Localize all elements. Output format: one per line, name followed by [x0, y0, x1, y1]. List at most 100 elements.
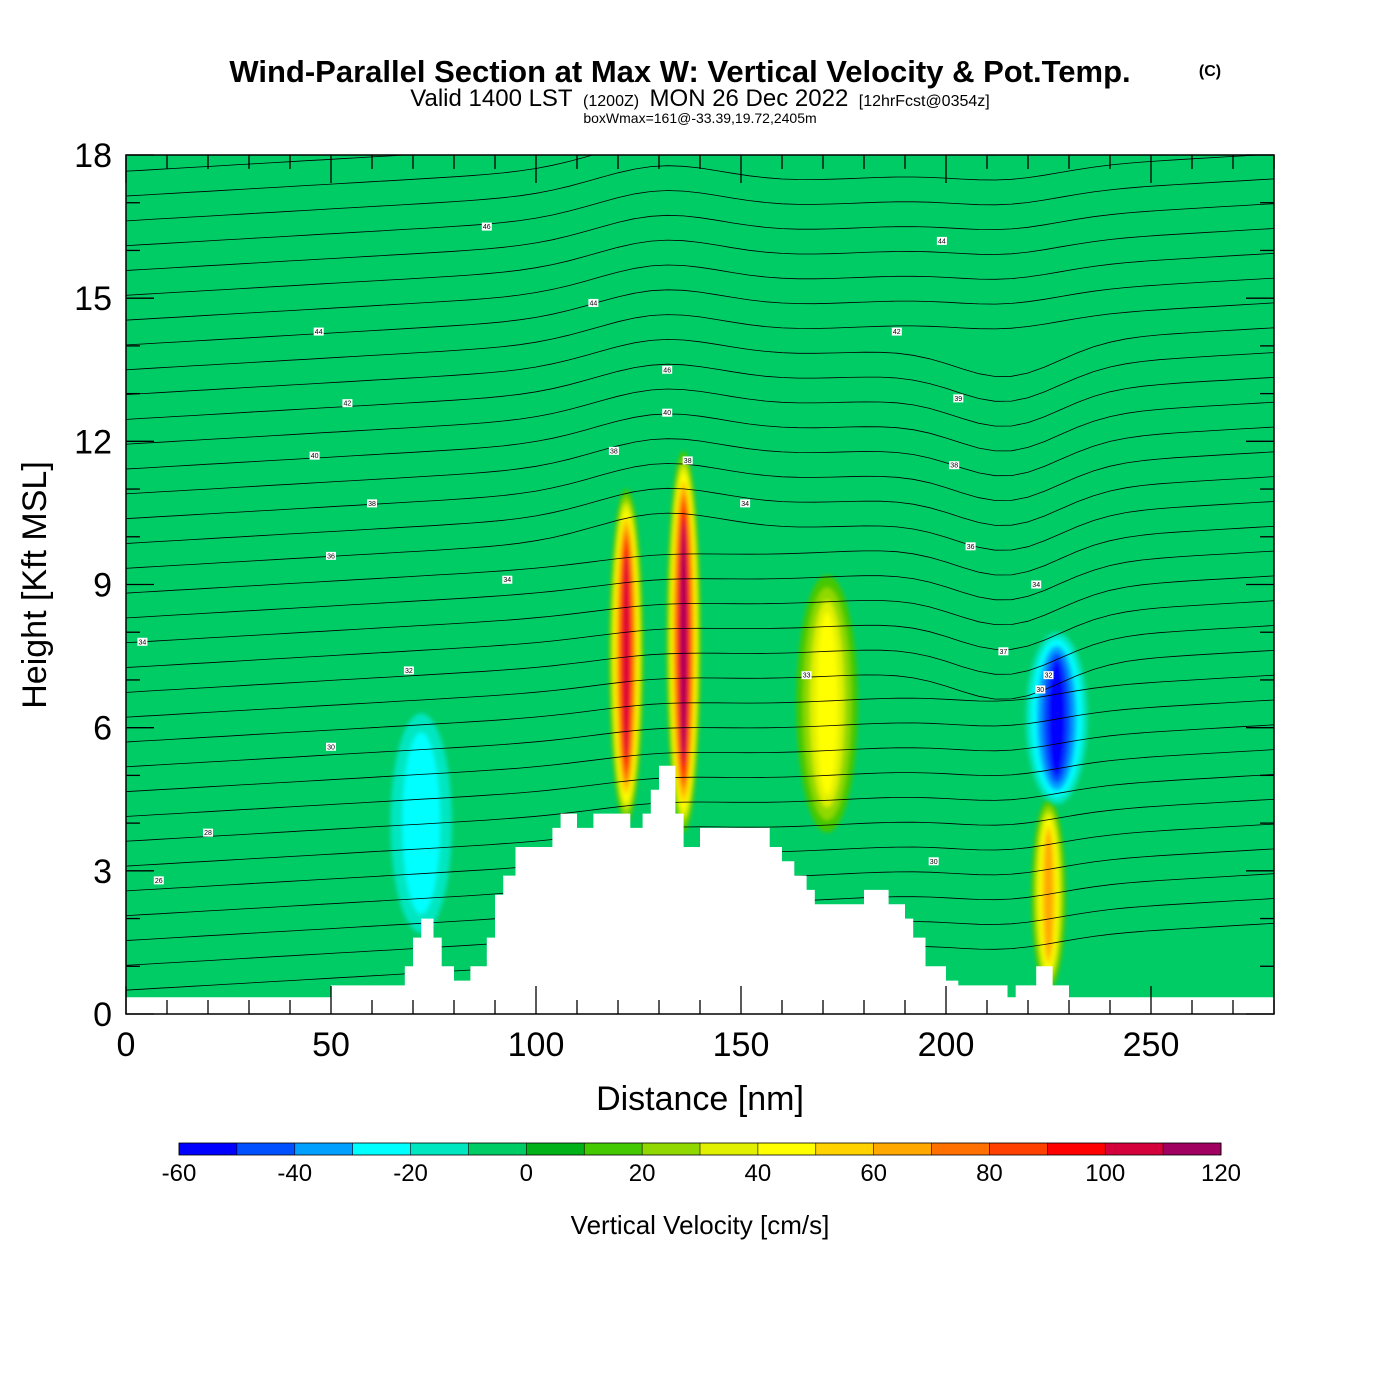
- updraft-core: [666, 450, 701, 833]
- terrain: [126, 765, 1274, 1014]
- valid-time: Valid 1400 LST: [410, 85, 573, 112]
- velocity-band: [623, 552, 629, 760]
- contour-label: 34: [740, 499, 751, 508]
- contour-label-text: 26: [155, 878, 163, 885]
- contour-label-text: 44: [590, 300, 598, 307]
- theta-contour: [126, 451, 1274, 519]
- y-tick-label: 15: [74, 280, 112, 318]
- colorbar-segment: [236, 1143, 296, 1155]
- contour-label-text: 30: [1036, 687, 1044, 694]
- theta-contour: [126, 377, 1274, 445]
- theta-contour: [126, 724, 1274, 792]
- valid-utc: (1200Z): [583, 93, 639, 110]
- colorbar-segment: [873, 1143, 933, 1155]
- contour-label-text: 46: [483, 224, 491, 231]
- theta-contour: [126, 228, 1274, 296]
- contour-label-text: 42: [344, 401, 352, 408]
- colorbar-segment: [700, 1143, 759, 1155]
- contour-label: 28: [203, 828, 213, 837]
- updraft-core: [1025, 632, 1088, 805]
- theta-contour: [126, 674, 1274, 743]
- contour-label: 30: [928, 857, 939, 866]
- theta-contour: [126, 501, 1274, 569]
- chart-title: Wind-Parallel Section at Max W: Vertical…: [229, 54, 1130, 89]
- contour-label: 33: [801, 671, 812, 680]
- contour-label-text: 46: [663, 367, 671, 374]
- contour-label: 26: [153, 876, 164, 885]
- chart-subtitle: Valid 1400 LST (1200Z) MON 26 Dec 2022 […: [410, 85, 989, 112]
- colorbar-segment: [468, 1143, 527, 1155]
- contour-label: 44: [313, 327, 324, 336]
- y-tick-label: 18: [74, 137, 112, 175]
- colorbar-segment: [526, 1143, 585, 1155]
- x-tick-label: 150: [713, 1026, 770, 1064]
- theta-contour: [126, 352, 1274, 420]
- contour-label: 36: [326, 551, 336, 560]
- updraft-core: [390, 713, 452, 933]
- theta-contour: [126, 600, 1274, 668]
- colorbar-segment: [1105, 1143, 1164, 1155]
- theta-contour: [126, 302, 1274, 371]
- contour-label: 38: [682, 456, 693, 465]
- contour-label-text: 32: [1045, 673, 1053, 680]
- theta-contour: [126, 774, 1274, 842]
- x-tick-label: 250: [1123, 1026, 1180, 1064]
- contour-label-text: 34: [1032, 582, 1040, 589]
- contour-label-text: 40: [663, 410, 671, 417]
- colorbar-segment: [815, 1143, 875, 1155]
- contour-label-text: 30: [930, 859, 938, 866]
- contour-label: 44: [936, 236, 947, 245]
- colorbar-label: -40: [277, 1160, 312, 1187]
- contour-label: 32: [1043, 671, 1054, 680]
- theta-contour: [126, 749, 1274, 817]
- contour-label: 32: [403, 666, 414, 675]
- velocity-band: [402, 732, 441, 914]
- contour-label-text: 32: [405, 668, 413, 675]
- theta-contour: [126, 525, 1274, 594]
- colorbar-segment: [1163, 1143, 1222, 1155]
- contour-label: 42: [342, 399, 353, 408]
- valid-date: MON 26 Dec 2022: [650, 85, 849, 112]
- contour-label-text: 34: [503, 577, 511, 584]
- theta-contour: [126, 476, 1274, 544]
- contour-label: 46: [662, 365, 673, 374]
- contour-label: 34: [137, 637, 148, 646]
- contour-label: 44: [588, 298, 599, 307]
- contour-label-text: 44: [938, 238, 946, 245]
- contour-label: 36: [965, 542, 976, 551]
- theta-contour: [126, 155, 412, 172]
- contour-label: 40: [309, 451, 320, 460]
- contour-label-text: 38: [684, 458, 692, 465]
- theta-contour: [126, 575, 1274, 644]
- theta-contour: [126, 252, 1274, 321]
- colorbar-title: Vertical Velocity [cm/s]: [571, 1210, 830, 1240]
- contour-label: 38: [949, 461, 960, 470]
- colorbar-segment: [1047, 1143, 1106, 1155]
- velocity-band: [1044, 831, 1053, 958]
- contour-label: 38: [367, 499, 377, 508]
- copyright-mark: (C): [1199, 63, 1221, 80]
- y-tick-label: 12: [74, 423, 112, 461]
- contour-label: 37: [998, 647, 1009, 656]
- updraft-core: [1031, 799, 1066, 991]
- contour-label-text: 40: [311, 453, 319, 460]
- contour-label-text: 38: [610, 448, 618, 455]
- colorbar: -60 -40 -20 0 20 40 60 80 100 120: [162, 1142, 1241, 1187]
- velocity-band: [681, 524, 686, 759]
- x-tick-label: 0: [117, 1026, 136, 1064]
- contour-label: 30: [1035, 685, 1046, 694]
- contour-label: 39: [953, 394, 964, 403]
- x-tick-label: 200: [918, 1026, 975, 1064]
- colorbar-label: -60: [162, 1160, 197, 1187]
- contour-label-text: 38: [950, 463, 958, 470]
- contour-labels: 46 44 44 42 40 38 36 34 32 34 30 28 26 38 46 40 38 34 44 42…: [137, 222, 1054, 885]
- y-tick-label: 6: [93, 710, 112, 748]
- terrain-mask: [126, 765, 1274, 1014]
- contour-label-text: 44: [315, 329, 323, 336]
- contour-label: 46: [481, 222, 492, 231]
- contour-label-text: 28: [204, 830, 212, 837]
- updraft-core: [796, 574, 858, 833]
- velocity-band: [816, 612, 838, 795]
- colorbar-segment: [410, 1143, 469, 1155]
- contour-label: 42: [891, 327, 902, 336]
